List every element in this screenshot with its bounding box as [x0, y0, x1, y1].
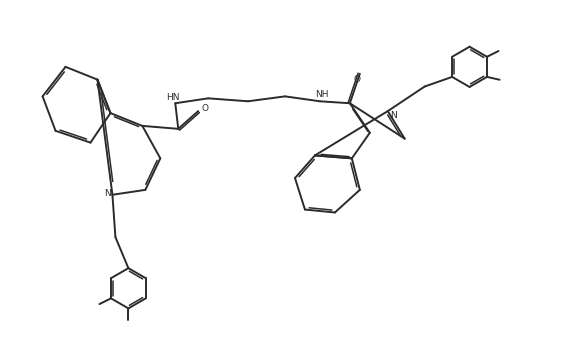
Text: O: O	[202, 104, 209, 113]
Text: HN: HN	[166, 93, 179, 102]
Text: N: N	[104, 189, 111, 198]
Text: N: N	[390, 111, 397, 120]
Text: O: O	[354, 75, 361, 84]
Text: NH: NH	[315, 90, 328, 99]
